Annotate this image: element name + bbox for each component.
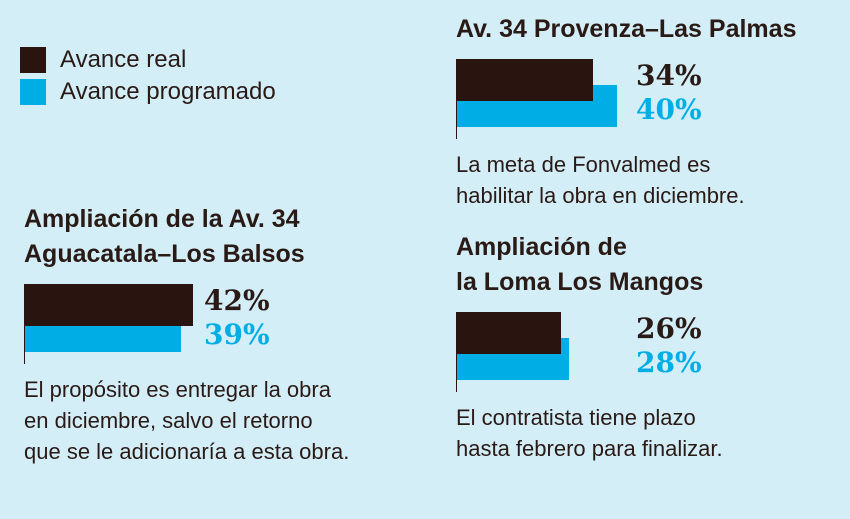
bar-chart: 34% 40%	[456, 59, 736, 139]
bar-chart-svg	[456, 59, 617, 139]
panel-provenza: Av. 34 Provenza–Las Palmas 34% 40% La me…	[456, 12, 796, 211]
legend-swatch-real	[20, 47, 46, 73]
note-line-3: que se le adicionaría a esta obra.	[24, 439, 350, 464]
legend-item-real: Avance real	[20, 44, 276, 76]
note-line-1: El propósito es entregar la obra	[24, 377, 331, 402]
note-line-2: en diciembre, salvo el retorno	[24, 408, 313, 433]
legend-item-programado: Avance programado	[20, 76, 276, 108]
panel-title-line-1: Ampliación de la Av. 34	[24, 205, 300, 233]
bar-real	[25, 284, 193, 326]
panel-title-line-2: la Loma Los Mangos	[456, 268, 704, 296]
panel-title-line-2: Aguacatala–Los Balsos	[24, 240, 305, 268]
note-line-2: habilitar la obra en diciembre.	[456, 183, 745, 208]
bar-real	[457, 312, 561, 354]
bar-chart: 26% 28%	[456, 312, 736, 392]
legend: Avance real Avance programado	[20, 44, 276, 108]
legend-label-programado: Avance programado	[60, 78, 276, 105]
pct-programado: 39%	[204, 318, 270, 351]
pct-programado: 28%	[636, 346, 702, 379]
pct-real: 26%	[636, 312, 702, 345]
note-line-1: El contratista tiene plazo	[456, 405, 696, 430]
pct-real: 34%	[636, 59, 702, 92]
pct-programado: 40%	[636, 93, 702, 126]
bar-chart-svg	[24, 284, 193, 364]
legend-label-real: Avance real	[60, 46, 187, 73]
panel-title: Av. 34 Provenza–Las Palmas	[456, 15, 797, 43]
legend-swatch-programado	[20, 79, 46, 105]
bar-chart: 42% 39%	[24, 284, 304, 364]
panel-title-line-1: Ampliación de	[456, 233, 627, 261]
bar-real	[457, 59, 593, 101]
note-line-1: La meta de Fonvalmed es	[456, 152, 711, 177]
panel-loma-los-mangos: Ampliación de la Loma Los Mangos 26% 28%…	[456, 230, 736, 464]
note-line-2: hasta febrero para finalizar.	[456, 436, 723, 461]
bar-chart-svg	[456, 312, 569, 392]
pct-real: 42%	[204, 284, 270, 317]
panel-aguacatala: Ampliación de la Av. 34 Aguacatala–Los B…	[24, 202, 349, 467]
